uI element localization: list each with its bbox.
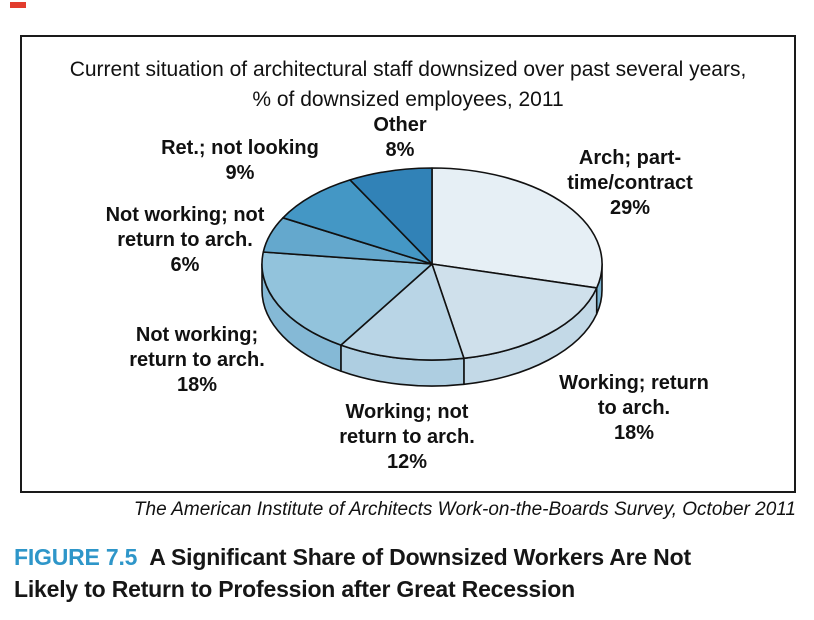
pie-chart — [261, 167, 603, 387]
pie-slice-other — [349, 167, 433, 265]
pie-label-not-working-not-return: Not working; not return to arch. 6% — [70, 203, 300, 278]
pie-slice-retired-not-looking — [282, 179, 433, 265]
chart-title: Current situation of architectural staff… — [32, 55, 784, 115]
pie-slice-working-return-to-arch — [431, 263, 598, 360]
figure-caption-line-2: Likely to Return to Profession after Gre… — [14, 576, 575, 602]
pie-label-text: Ret.; not looking — [161, 137, 319, 159]
pie-slice-not-working-return-to-arch — [261, 251, 433, 346]
pie-label-pct: 29% — [609, 197, 651, 219]
pie-label-pct: 9% — [225, 162, 255, 184]
pie-label-text: Working; return — [559, 372, 709, 394]
pie-label-text: Not working; not — [105, 204, 265, 226]
pie-label-text: return to arch. — [339, 426, 475, 448]
figure-caption: FIGURE 7.5 A Significant Share of Downsiz… — [14, 541, 754, 605]
pie-label-pct: 6% — [170, 254, 200, 276]
pie-label-pct: 18% — [613, 422, 655, 444]
pie-label-text: return to arch. — [117, 229, 253, 251]
pie-label-pct: 12% — [386, 451, 428, 473]
pie-label-text: return to arch. — [129, 349, 265, 371]
pie-label-text: Working; not — [345, 401, 469, 423]
pie-label-text: to arch. — [597, 397, 671, 419]
pie-label-pct: 8% — [385, 139, 415, 161]
pie-label-pct: 18% — [176, 374, 218, 396]
pie-label-text: Arch; part- — [578, 147, 682, 169]
pie-label-working-not-return: Working; not return to arch. 12% — [282, 400, 532, 475]
pie-label-other: Other 8% — [340, 113, 460, 163]
pie-label-not-working-return: Not working; return to arch. 18% — [82, 323, 312, 398]
source-citation: The American Institute of Architects Wor… — [133, 499, 796, 520]
figure-caption-line-1: A Significant Share of Downsized Workers… — [149, 544, 691, 570]
pie-label-text: Other — [373, 114, 427, 136]
chart-title-line-1: Current situation of architectural staff… — [69, 58, 747, 81]
pie-label-retired-not-looking: Ret.; not looking 9% — [130, 136, 350, 186]
pie-slice-arch-part-time-contract — [431, 167, 603, 289]
pie-label-arch-part-time: Arch; part- time/contract 29% — [505, 146, 755, 221]
figure-number-label: FIGURE 7.5 — [14, 544, 138, 570]
red-mark-artifact — [10, 2, 26, 8]
pie-label-text: Not working; — [135, 324, 259, 346]
chart-frame: Current situation of architectural staff… — [20, 35, 796, 493]
pie-label-text: time/contract — [567, 172, 693, 194]
pie-slice-working-not-return-to-arch — [340, 263, 465, 361]
chart-title-line-2: % of downsized employees, 2011 — [252, 88, 564, 111]
pie-label-working-return: Working; return to arch. 18% — [509, 371, 759, 446]
